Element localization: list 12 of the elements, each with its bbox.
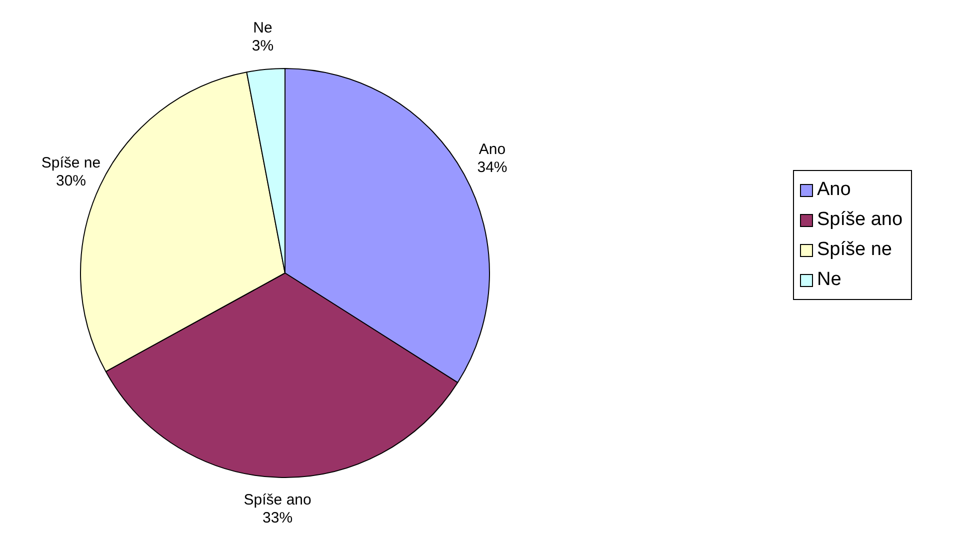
legend-label: Ano: [817, 178, 851, 202]
data-label: 30%: [56, 172, 86, 190]
data-label: 3%: [252, 38, 274, 55]
legend-label: Spíše ano: [817, 208, 903, 232]
data-label: 34%: [477, 159, 508, 176]
legend-label: Ne: [817, 268, 842, 292]
slice-label: Spíše ne: [41, 154, 101, 172]
slice-label: Ano: [478, 141, 506, 158]
slice-label: Spíše ano: [244, 492, 312, 509]
legend-label: Spíše ne: [817, 238, 892, 262]
slice-label: Ne: [253, 20, 272, 37]
data-label: 33%: [262, 510, 293, 527]
